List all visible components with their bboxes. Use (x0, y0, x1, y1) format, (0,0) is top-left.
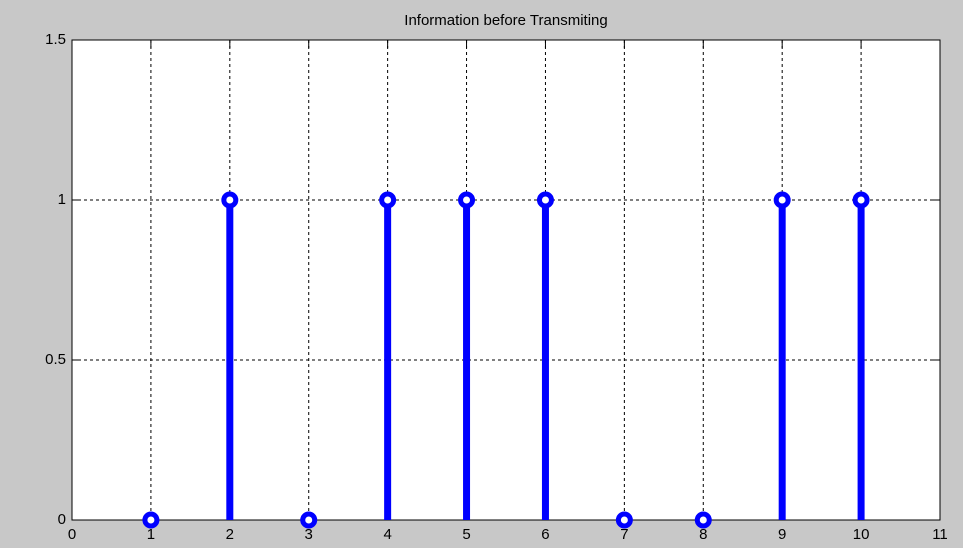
plot-area (72, 40, 940, 520)
x-tick-label: 8 (699, 526, 707, 543)
x-tick-label: 9 (778, 526, 786, 543)
x-tick-label: 1 (147, 526, 155, 543)
x-tick-label: 6 (541, 526, 549, 543)
x-tick-label: 5 (462, 526, 470, 543)
chart-title: Information before Transmiting (404, 12, 607, 29)
x-tick-label: 11 (932, 526, 948, 543)
stem-marker (773, 191, 791, 209)
axes-box (71, 39, 941, 521)
x-tick-label: 3 (305, 526, 313, 543)
stem-marker (142, 511, 160, 529)
stem-marker (379, 191, 397, 209)
y-tick-label: 0 (58, 511, 66, 528)
x-tick-label: 10 (853, 526, 870, 543)
x-tick-label: 4 (383, 526, 391, 543)
stem-marker (300, 511, 318, 529)
y-tick-label: 0.5 (45, 351, 66, 368)
x-tick-label: 2 (226, 526, 234, 543)
stem-marker (615, 511, 633, 529)
y-tick-label: 1 (58, 191, 66, 208)
y-tick-label: 1.5 (45, 31, 66, 48)
stem-marker (536, 191, 554, 209)
stem-marker (221, 191, 239, 209)
stem-marker (694, 511, 712, 529)
stem-marker (852, 191, 870, 209)
x-tick-label: 0 (68, 526, 76, 543)
stem-marker (458, 191, 476, 209)
x-tick-label: 7 (620, 526, 628, 543)
